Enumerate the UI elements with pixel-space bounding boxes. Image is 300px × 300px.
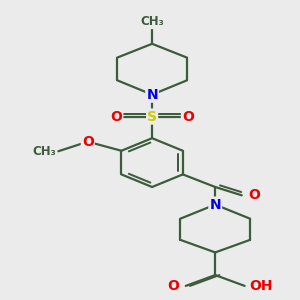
Text: CH₃: CH₃: [32, 145, 56, 158]
Text: O: O: [248, 188, 260, 202]
Text: CH₃: CH₃: [140, 15, 164, 28]
Text: O: O: [168, 279, 179, 293]
Text: OH: OH: [250, 279, 273, 293]
Text: S: S: [147, 110, 157, 124]
Text: N: N: [209, 198, 221, 212]
Text: O: O: [182, 110, 194, 124]
Text: N: N: [146, 88, 158, 102]
Text: O: O: [110, 110, 122, 124]
Text: O: O: [82, 135, 94, 149]
